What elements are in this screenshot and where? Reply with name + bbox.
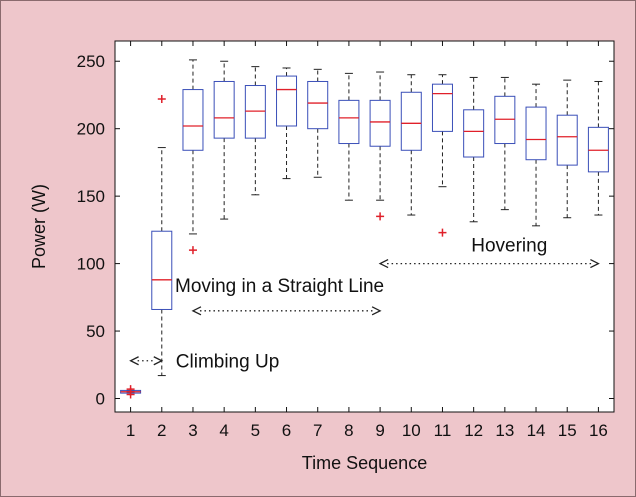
outlier-marker <box>188 246 197 255</box>
box-15 <box>556 79 578 219</box>
outlier-marker <box>438 228 447 237</box>
x-tick-label: 8 <box>344 421 353 440</box>
iqr-box <box>400 91 422 151</box>
x-tick-label: 4 <box>219 421 228 440</box>
iqr-box <box>338 99 360 145</box>
box-12 <box>463 76 485 223</box>
x-tick-label: 16 <box>589 421 608 440</box>
y-tick-label: 50 <box>86 322 105 341</box>
x-tick-label: 7 <box>313 421 322 440</box>
iqr-box <box>276 75 298 127</box>
annotation-arrowhead-right <box>590 259 600 269</box>
x-tick-label: 6 <box>282 421 291 440</box>
annotation-arrowhead-left <box>191 306 202 316</box>
x-tick-label: 2 <box>157 421 166 440</box>
iqr-box <box>182 89 204 151</box>
annotation-label: Climbing Up <box>176 352 279 373</box>
outlier-marker <box>126 385 135 394</box>
y-tick-label: 100 <box>77 255 105 274</box>
iqr-box <box>525 106 547 161</box>
outlier-marker <box>376 212 385 221</box>
x-tick-label: 9 <box>375 421 384 440</box>
iqr-box <box>369 99 391 147</box>
annotation-arrowhead-right <box>153 356 164 366</box>
x-tick-label: 12 <box>464 421 483 440</box>
box-4 <box>213 60 235 220</box>
box-5 <box>244 66 266 196</box>
annotation-arrowhead-left <box>129 356 139 366</box>
box-8 <box>338 72 360 201</box>
iqr-box <box>151 230 173 310</box>
annotation-label: Hovering <box>471 236 547 257</box>
plot-area <box>114 40 615 413</box>
x-axis-title: Time Sequence <box>302 453 427 473</box>
box-1 <box>120 385 142 399</box>
x-tick-label: 5 <box>251 421 260 440</box>
iqr-box <box>494 95 516 145</box>
iqr-box <box>213 80 235 139</box>
box-9 <box>369 71 391 221</box>
x-tick-label: 3 <box>188 421 197 440</box>
x-tick-label: 14 <box>527 421 546 440</box>
outlier-marker <box>157 95 166 104</box>
x-tick-label: 10 <box>402 421 421 440</box>
box-10 <box>400 74 422 216</box>
box-16 <box>587 80 609 216</box>
box-13 <box>494 76 516 211</box>
box-7 <box>307 68 329 178</box>
y-tick-label: 150 <box>77 187 105 206</box>
x-tick-label: 11 <box>434 421 452 440</box>
box-11 <box>431 74 453 237</box>
y-tick-label: 0 <box>96 390 105 409</box>
y-axis-title: Power (W) <box>29 184 49 269</box>
box-14 <box>525 83 547 227</box>
iqr-box <box>431 83 453 132</box>
x-tick-label: 15 <box>558 421 577 440</box>
box-6 <box>276 67 298 180</box>
x-tick-label: 13 <box>495 421 514 440</box>
box-3 <box>182 59 204 255</box>
iqr-box <box>556 114 578 166</box>
iqr-box <box>307 80 329 130</box>
x-tick-label: 1 <box>126 421 135 440</box>
y-tick-label: 200 <box>77 120 105 139</box>
iqr-box <box>587 126 609 173</box>
iqr-box <box>244 85 266 139</box>
iqr-box <box>463 109 485 158</box>
annotation-label: Moving in a Straight Line <box>175 276 384 297</box>
box-2 <box>151 95 173 377</box>
annotation-arrowhead-right <box>371 306 382 316</box>
y-tick-label: 250 <box>77 52 105 71</box>
annotation-arrowhead-left <box>378 259 389 269</box>
